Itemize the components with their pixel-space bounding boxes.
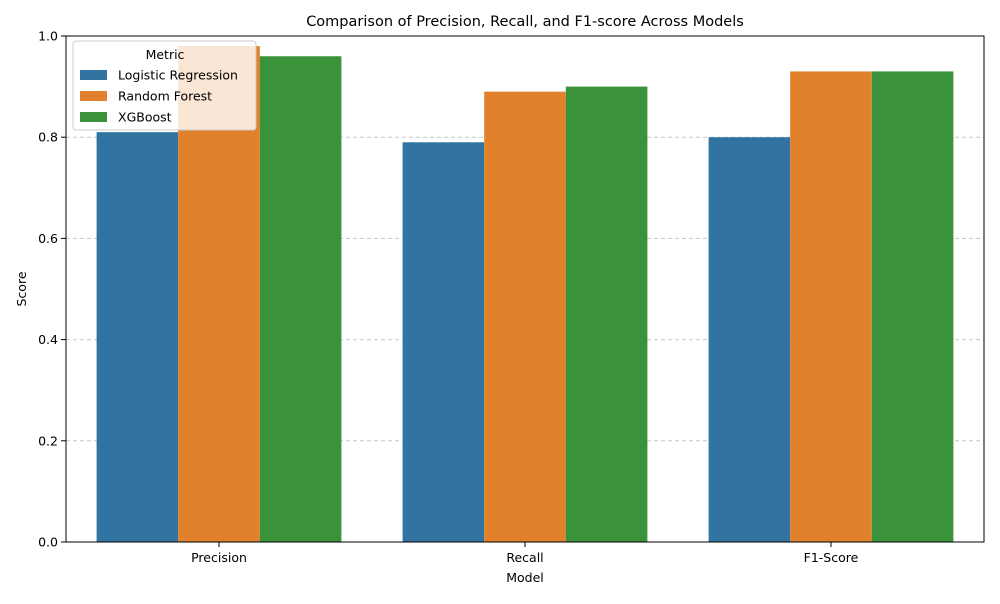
x-tick-label: Recall [506, 550, 543, 565]
legend-swatch [80, 70, 107, 80]
chart-title: Comparison of Precision, Recall, and F1-… [306, 14, 744, 30]
y-tick-label: 0.6 [38, 231, 58, 246]
x-axis: Precision Recall F1-Score [191, 542, 859, 565]
bar-xgboost-recall [565, 86, 648, 542]
legend-title: Metric [146, 47, 185, 62]
legend-box [72, 40, 257, 131]
legend-label: XGBoost [118, 110, 172, 125]
y-axis-label: Score [14, 271, 29, 306]
bar-xgboost-f1-score [871, 71, 954, 543]
y-tick-label: 0.8 [38, 130, 58, 145]
x-axis-label: Model [506, 570, 544, 585]
y-tick-label: 1.0 [38, 29, 58, 44]
bar-random-forest-f1-score [790, 71, 872, 543]
bar-logistic-regression-recall [402, 142, 485, 542]
y-tick-label: 0.0 [38, 535, 58, 550]
y-tick-label: 0.2 [38, 433, 58, 448]
legend-label: Random Forest [118, 89, 212, 104]
bar-random-forest-recall [484, 91, 566, 542]
legend-swatch [80, 112, 107, 122]
y-tick-label: 0.4 [38, 332, 58, 347]
bar-xgboost-precision [259, 56, 342, 543]
legend-items: Logistic Regression Random Forest XGBoost [80, 68, 238, 125]
bar-logistic-regression-precision [96, 132, 179, 542]
bar-logistic-regression-f1-score [708, 137, 791, 542]
legend-swatch [80, 91, 107, 101]
x-tick-label: F1-Score [804, 550, 859, 565]
y-axis: 0.0 0.2 0.4 0.6 0.8 1.0 [38, 29, 66, 550]
legend: Metric Logistic Regression Random Forest X… [72, 40, 257, 131]
x-tick-label: Precision [191, 550, 247, 565]
legend-label: Logistic Regression [118, 68, 238, 83]
